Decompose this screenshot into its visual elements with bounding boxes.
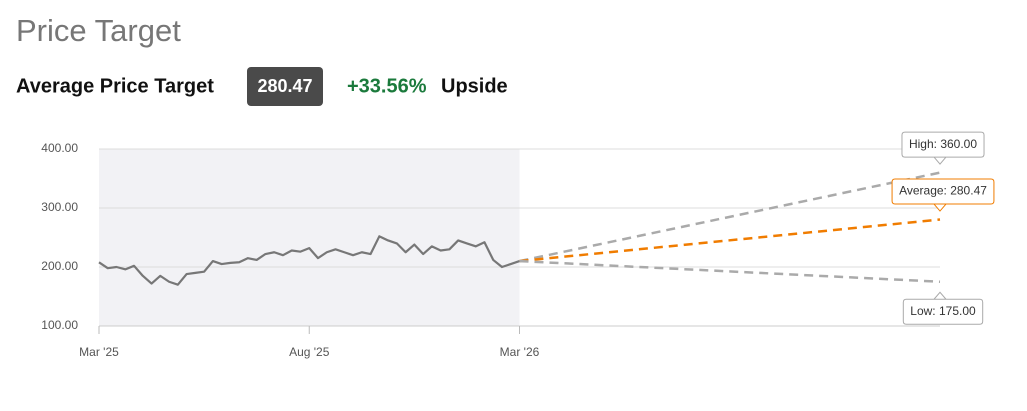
callout-box [902,291,984,325]
callout-label: Low: 175.00 [910,304,976,318]
callout-label: Average: 280.47 [899,184,987,198]
callout-label: High: 360.00 [909,137,977,151]
title: Price Target [16,13,181,48]
price-line [98,235,520,286]
average-label: Average Price Target [16,75,214,97]
change: +33.56% [347,75,427,97]
plot: 100.00 200.00 300.00 400.00 Mar '25 Aug '25 Ma… [41,131,995,359]
x-tick-label: Aug '25 [289,345,330,359]
forecast-line [519,218,941,263]
y-tick-label: 200.00 [41,259,78,273]
change-suffix: Upside [441,75,508,97]
y-tick-label: 300.00 [41,200,78,214]
badge: 280.47 [257,76,312,96]
callout-box [901,131,985,165]
y-tick-label: 400.00 [41,141,78,155]
x-tick-label: Mar '25 [79,345,119,359]
forecast-line [519,171,941,263]
callout: Low: 175.00 [902,291,984,325]
callout: High: 360.00 [901,131,985,165]
forecast-line [519,259,941,283]
callout: Average: 280.47 [891,178,995,212]
x-tick-label: Mar '26 [500,345,540,359]
badge-box [247,67,323,106]
y-tick-label: 100.00 [41,318,78,332]
history-shade [99,149,520,326]
callout-box [891,178,995,212]
